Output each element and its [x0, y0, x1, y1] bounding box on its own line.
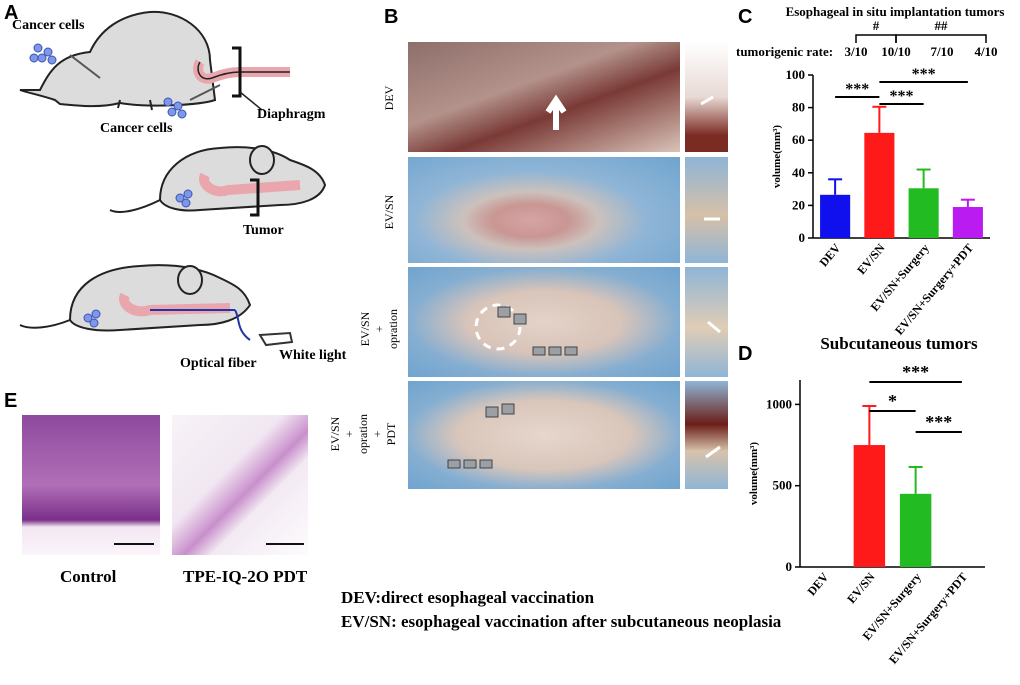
row-label-part: PDT — [384, 422, 398, 446]
tumorigenic-rate-value: 10/10 — [881, 44, 911, 59]
photo-ev-sn-operation-pdt-specimen — [685, 381, 728, 489]
row-label-part: + — [372, 325, 386, 333]
panel-label-e: E — [4, 390, 18, 412]
y-tick-label: 0 — [799, 230, 806, 245]
y-axis-label: volume(mm³) — [771, 125, 783, 189]
significance-mark: ## — [935, 18, 949, 33]
significance-label: * — [888, 391, 897, 411]
y-tick-label: 0 — [786, 559, 793, 574]
row-label-part: EV/SN — [358, 311, 372, 347]
bracket — [855, 34, 897, 43]
photo-dev-dissection — [408, 42, 680, 152]
row-label-dev: DEV — [382, 85, 396, 111]
significance-mark: # — [873, 18, 880, 33]
histology-control — [22, 415, 160, 555]
bracket — [895, 34, 987, 43]
tumorigenic-rate-value: 4/10 — [974, 44, 997, 59]
y-tick-label: 40 — [792, 165, 805, 180]
bar — [908, 188, 939, 238]
x-tick-label: DEV — [804, 570, 831, 599]
y-tick-label: 500 — [773, 478, 793, 493]
significance-label: *** — [845, 81, 869, 98]
tumorigenic-rate-value: 7/10 — [930, 44, 953, 59]
white-light-label: White light — [279, 348, 347, 363]
photo-ev-sn-operation-mouse — [408, 267, 680, 377]
scale-bar — [266, 543, 304, 545]
histology-pdt-label: TPE-IQ-2O PDT — [183, 567, 308, 586]
x-tick-label: EV/SN+Surgery+PDT — [886, 570, 970, 667]
x-tick-label: EV/SN+Surgery+PDT — [892, 241, 976, 338]
y-tick-label: 80 — [792, 100, 805, 115]
row-label-ev-sn: EV/SN — [382, 194, 396, 230]
scale-bar — [114, 543, 154, 545]
cancer-cells-label-2: Cancer cells — [100, 121, 173, 136]
histology-pdt — [172, 415, 308, 555]
photo-ev-sn-operation-pdt-mouse — [408, 381, 680, 489]
optical-fiber-label: Optical fiber — [180, 356, 257, 371]
photo-dev-specimen — [685, 42, 728, 152]
significance-label: *** — [925, 412, 952, 432]
panel-label-a: A — [4, 2, 19, 24]
photo-ev-sn-mouse — [408, 157, 680, 263]
chart-title: Esophageal in situ implantation tumors — [786, 4, 1005, 19]
y-tick-label: 60 — [792, 132, 805, 147]
row-label-part: + — [370, 430, 384, 438]
tumorigenic-rate-value: 3/10 — [844, 44, 867, 59]
panel-label-d: D — [738, 343, 753, 365]
row-label-part: opration — [356, 414, 370, 454]
tumorigenic-rate-label: tumorigenic rate: — [736, 44, 833, 59]
y-tick-label: 100 — [786, 67, 806, 82]
row-label-part: EV/SN — [328, 416, 342, 452]
bar — [864, 132, 895, 238]
significance-label: *** — [902, 362, 929, 382]
legend-line-dev: DEV:direct esophageal vaccination — [341, 588, 595, 607]
schematic-illustration — [19, 10, 327, 347]
bar — [820, 194, 851, 238]
chart-subcutaneous-tumors: 0 500 1000 volume(mm³) DEV EV/SNEV/SN+Surgery… — [748, 335, 985, 667]
row-label-part: opration — [386, 309, 400, 349]
photo-annotations — [447, 94, 721, 469]
cancer-cells-label-1: Cancer cells — [12, 18, 85, 33]
row-label-ev-sn-operation: EV/SN + opration — [357, 300, 407, 360]
row-label-part: + — [342, 430, 356, 438]
histology-control-label: Control — [60, 567, 117, 586]
significance-label: *** — [890, 88, 914, 105]
row-label-ev-sn-operation-pdt: EV/SN + opration + PDT — [327, 405, 407, 465]
y-tick-label: 1000 — [766, 396, 792, 411]
photo-ev-sn-operation-specimen — [685, 267, 728, 377]
x-tick-label: EV/SN — [854, 241, 888, 277]
x-tick-label: DEV — [816, 241, 843, 270]
chart-title: Subcutaneous tumors — [820, 335, 978, 353]
panel-label-c: C — [738, 6, 753, 28]
bar — [952, 207, 983, 238]
tumor-label: Tumor — [243, 223, 284, 238]
legend-line-ev-sn: EV/SN: esophageal vaccination after subc… — [341, 612, 782, 631]
diaphragm-label: Diaphragm — [257, 107, 326, 122]
chart-esophageal-tumors: 0 20 40 60 80 100 volume(mm³) DEV EV/SNEV/SN+Sur… — [736, 4, 1005, 338]
panel-label-b: B — [384, 6, 399, 28]
significance-label: *** — [912, 66, 936, 83]
x-tick-label: EV/SN — [844, 570, 878, 606]
y-tick-label: 20 — [792, 197, 805, 212]
y-axis-label: volume(mm³) — [748, 442, 760, 506]
photo-ev-sn-specimen — [685, 157, 728, 263]
bar — [853, 445, 886, 567]
bar — [899, 493, 932, 567]
